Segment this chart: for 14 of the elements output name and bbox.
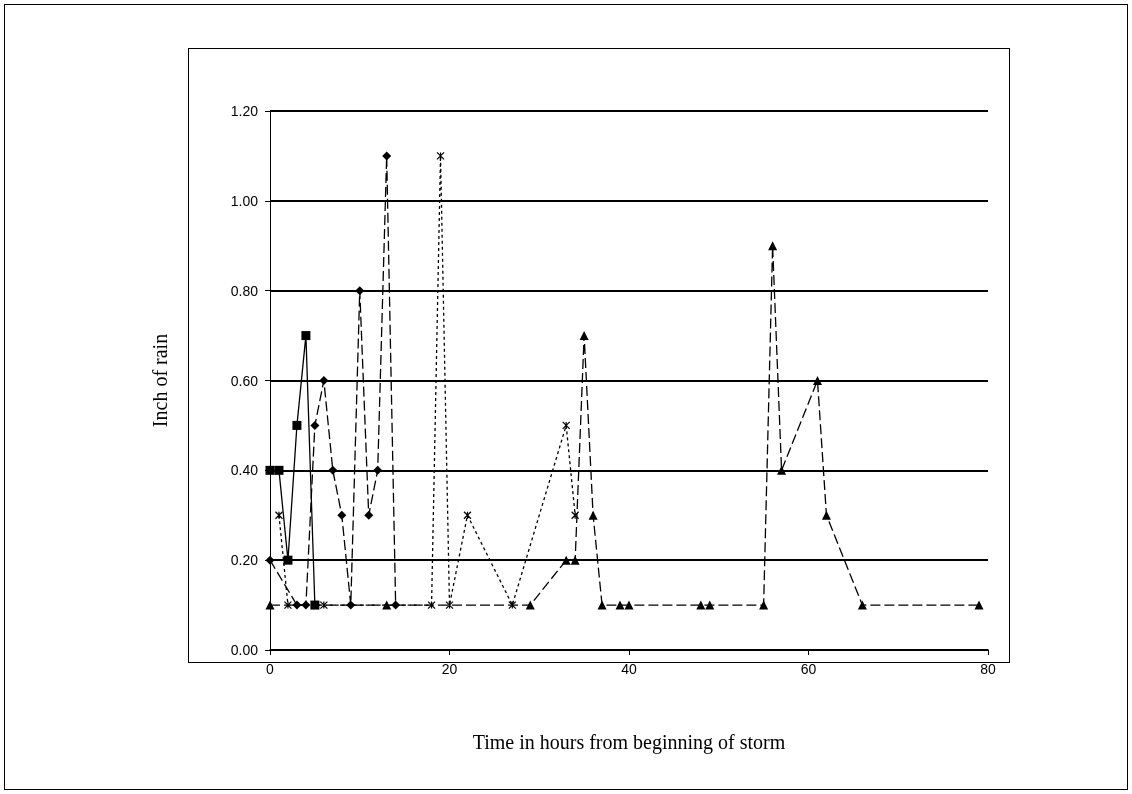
y-tick-label: 0.00 — [230, 642, 259, 658]
x-tick-label: 20 — [441, 661, 458, 677]
x-tick-label: 60 — [800, 661, 817, 677]
y-tick-label: 0.20 — [230, 552, 259, 569]
y-tick-label: 1.00 — [230, 192, 259, 209]
y-tick-label: 0.60 — [230, 372, 259, 389]
y-axis-title: Inch of rain — [149, 333, 171, 428]
y-tick-label: 0.40 — [230, 462, 259, 479]
y-tick-label: 0.80 — [230, 282, 259, 299]
x-axis-title: Time in hours from beginning of storm — [472, 731, 786, 754]
y-tick-label: 1.20 — [230, 103, 259, 119]
x-tick-label: 0 — [266, 661, 275, 677]
x-tick-label: 40 — [621, 661, 637, 677]
x-tick-label: 80 — [980, 661, 996, 677]
